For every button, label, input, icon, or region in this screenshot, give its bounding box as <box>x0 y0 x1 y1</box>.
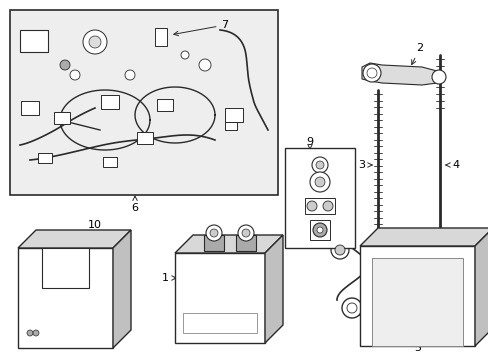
Bar <box>103 157 117 167</box>
Circle shape <box>312 223 326 237</box>
Bar <box>236 235 256 251</box>
Circle shape <box>330 241 348 259</box>
Text: 1: 1 <box>161 273 176 283</box>
Bar <box>305 198 334 214</box>
Text: 10: 10 <box>81 220 102 236</box>
Circle shape <box>314 177 325 187</box>
Circle shape <box>341 298 361 318</box>
Text: 6: 6 <box>131 196 138 213</box>
Bar <box>18 248 113 348</box>
Circle shape <box>89 36 101 48</box>
Circle shape <box>334 245 345 255</box>
Circle shape <box>125 70 135 80</box>
Polygon shape <box>264 235 283 343</box>
Circle shape <box>209 229 218 237</box>
Polygon shape <box>361 63 441 85</box>
Bar <box>54 112 70 124</box>
Circle shape <box>33 330 39 336</box>
Bar <box>309 220 329 240</box>
Bar <box>285 148 354 248</box>
Bar <box>224 108 243 122</box>
Text: 2: 2 <box>411 43 423 64</box>
Circle shape <box>83 30 107 54</box>
Circle shape <box>316 227 323 233</box>
Bar <box>41 248 89 288</box>
Polygon shape <box>474 228 488 346</box>
Circle shape <box>242 229 249 237</box>
Circle shape <box>199 59 210 71</box>
Bar <box>21 101 39 115</box>
Bar <box>359 246 474 346</box>
Text: 4: 4 <box>445 160 459 170</box>
Bar <box>224 122 237 130</box>
Text: 7: 7 <box>173 20 228 36</box>
Circle shape <box>346 303 356 313</box>
Bar <box>10 10 278 195</box>
Polygon shape <box>359 228 488 246</box>
Circle shape <box>238 225 253 241</box>
Polygon shape <box>175 235 283 253</box>
Text: 9: 9 <box>306 137 313 150</box>
Circle shape <box>323 201 332 211</box>
Polygon shape <box>18 230 131 248</box>
Circle shape <box>366 68 376 78</box>
Circle shape <box>181 51 189 59</box>
Bar <box>175 253 264 343</box>
Circle shape <box>431 70 445 84</box>
Circle shape <box>311 157 327 173</box>
Circle shape <box>205 225 222 241</box>
Text: 5: 5 <box>414 336 421 353</box>
Circle shape <box>362 64 380 82</box>
Bar <box>101 95 119 109</box>
Bar <box>20 30 48 52</box>
Text: 8: 8 <box>357 311 370 325</box>
Circle shape <box>60 60 70 70</box>
Text: 3: 3 <box>358 160 371 170</box>
Circle shape <box>27 330 33 336</box>
Bar <box>157 99 173 111</box>
Bar <box>137 132 153 144</box>
Bar <box>203 235 224 251</box>
Bar <box>183 313 257 333</box>
Polygon shape <box>113 230 131 348</box>
Bar <box>371 258 462 346</box>
Circle shape <box>309 172 329 192</box>
Circle shape <box>306 201 316 211</box>
Bar <box>155 28 167 46</box>
Circle shape <box>70 70 80 80</box>
Bar <box>38 153 52 163</box>
Circle shape <box>315 161 324 169</box>
